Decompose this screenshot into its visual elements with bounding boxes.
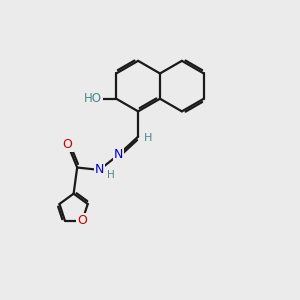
Text: O: O: [77, 214, 87, 227]
Text: O: O: [63, 138, 73, 151]
Text: HO: HO: [84, 92, 102, 105]
Text: N: N: [114, 148, 124, 161]
Text: H: H: [107, 170, 115, 180]
Text: N: N: [95, 164, 104, 176]
Text: H: H: [143, 133, 152, 143]
